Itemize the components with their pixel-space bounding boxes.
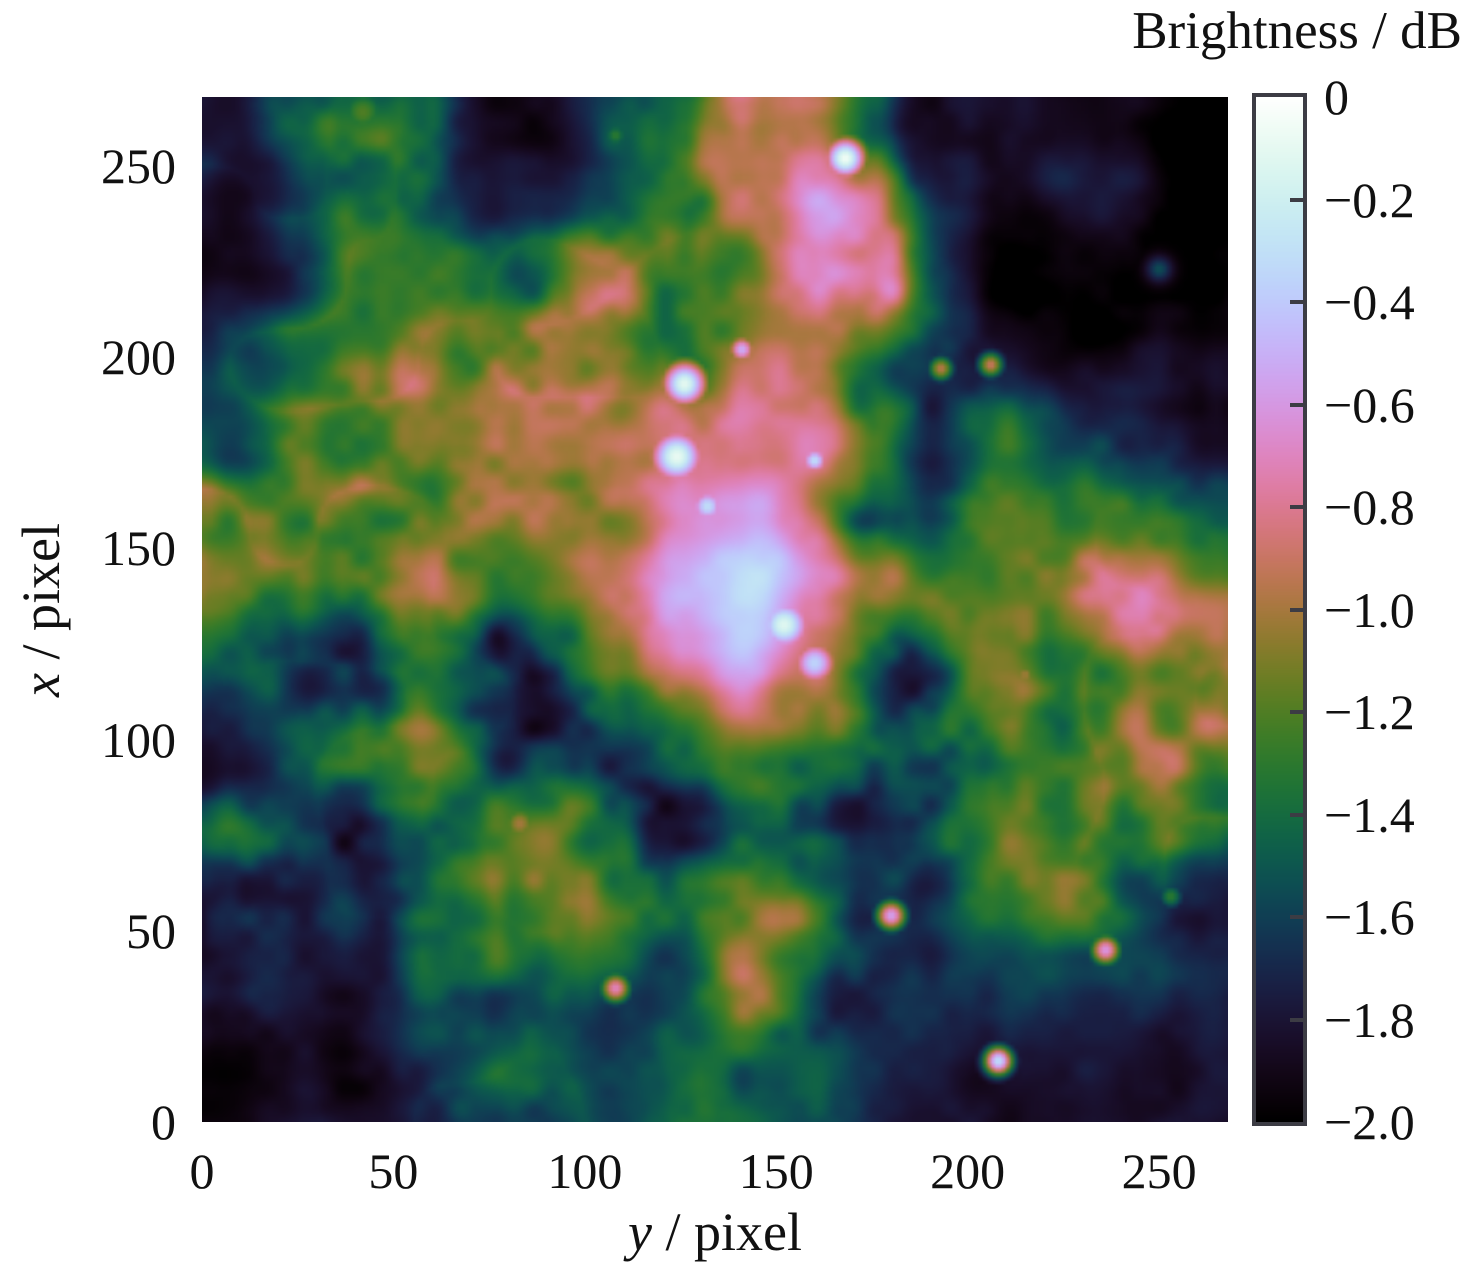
y-tick-label: 250 bbox=[101, 137, 176, 194]
x-tick-label: 0 bbox=[189, 1143, 215, 1199]
y-tick-label: 100 bbox=[101, 711, 176, 768]
colorbar-tick-label: −0.2 bbox=[1324, 171, 1415, 228]
colorbar-tick-label: −0.4 bbox=[1324, 274, 1415, 330]
colorbar-tick-mark bbox=[1290, 915, 1307, 919]
x-tick-label: 50 bbox=[368, 1143, 419, 1199]
y-axis-label: x / pixel bbox=[11, 360, 71, 860]
colorbar-tick-label: −1.4 bbox=[1324, 786, 1415, 843]
x-axis-label: y / pixel bbox=[465, 1205, 965, 1259]
colorbar-tick-mark bbox=[1290, 505, 1307, 509]
colorbar-tick-label: −0.8 bbox=[1324, 479, 1415, 535]
x-axis-unit: / pixel bbox=[651, 1202, 802, 1262]
y-axis-unit: / pixel bbox=[11, 523, 71, 674]
colorbar-tick-mark bbox=[1290, 710, 1307, 714]
x-tick-label: 250 bbox=[1121, 1143, 1197, 1199]
y-tick-label: 0 bbox=[151, 1094, 176, 1150]
colorbar-title: Brightness / dB bbox=[1132, 2, 1462, 60]
colorbar-tick-mark bbox=[1290, 402, 1307, 407]
colorbar-tick-label: −0.6 bbox=[1324, 376, 1415, 433]
colorbar-tick-label: −1.2 bbox=[1324, 684, 1415, 740]
colorbar-tick-label: −2.0 bbox=[1324, 1094, 1415, 1150]
heatmap-image bbox=[202, 97, 1228, 1122]
x-tick-label: 150 bbox=[738, 1143, 814, 1199]
y-tick-label: 50 bbox=[126, 902, 176, 959]
y-axis-variable: x bbox=[11, 673, 71, 697]
colorbar-tick-label: −1.0 bbox=[1324, 581, 1415, 638]
x-tick-label: 100 bbox=[547, 1143, 623, 1199]
colorbar-tick-mark bbox=[1290, 812, 1307, 817]
colorbar-tick-label: −1.6 bbox=[1324, 889, 1415, 945]
y-tick-label: 200 bbox=[101, 329, 176, 386]
colorbar-tick-mark bbox=[1290, 1017, 1307, 1022]
colorbar-tick-label: −1.8 bbox=[1324, 991, 1415, 1048]
x-tick-label: 200 bbox=[930, 1143, 1006, 1199]
x-axis-variable: y bbox=[628, 1202, 652, 1262]
colorbar-tick-mark bbox=[1290, 607, 1307, 612]
colorbar-tick-label: 0 bbox=[1324, 69, 1349, 125]
colorbar-tick-mark bbox=[1290, 300, 1307, 304]
colorbar-tick-mark bbox=[1290, 197, 1307, 202]
colorbar bbox=[1252, 93, 1307, 1126]
y-tick-label: 150 bbox=[101, 520, 176, 577]
